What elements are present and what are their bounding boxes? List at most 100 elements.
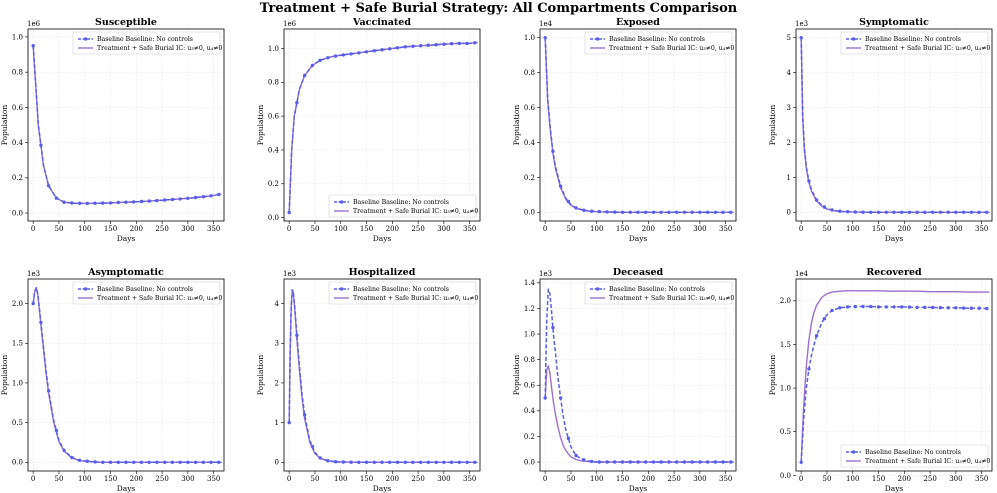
marker-baseline [85, 201, 90, 206]
legend-box [72, 281, 221, 305]
legend-box [72, 31, 221, 55]
y-tick-label: 0.8 [268, 79, 279, 87]
marker-baseline [582, 208, 586, 212]
marker-baseline [457, 41, 462, 46]
y-tick-label: 1.0 [524, 330, 535, 338]
y-tick-label: 2.0 [780, 297, 791, 305]
marker-baseline [613, 460, 617, 464]
y-tick-label: 1.0 [268, 45, 279, 53]
legend-label-treatment: Treatment + Safe Burial IC: u₃≠0, u₄≠0 [865, 45, 990, 52]
marker-baseline [923, 210, 927, 214]
marker-baseline [124, 200, 128, 204]
legend: Baseline Baseline: No controls Treatment … [328, 281, 478, 305]
marker-baseline [954, 210, 958, 214]
y-tick-label: 0.8 [524, 356, 535, 364]
marker-baseline [900, 210, 904, 214]
axis-multiplier: 1e4 [795, 270, 809, 278]
y-axis-label: Population [512, 355, 521, 396]
marker-baseline [186, 460, 190, 464]
marker-baseline [869, 210, 873, 214]
marker-baseline [954, 306, 958, 310]
marker-baseline [620, 460, 625, 464]
x-tick-label: 150 [104, 475, 117, 483]
marker-baseline [814, 334, 819, 338]
marker-baseline [861, 304, 865, 309]
legend: Baseline Baseline: No controls Treatment … [840, 31, 990, 55]
x-tick-label: 150 [360, 225, 373, 233]
x-tick-label: 250 [923, 225, 936, 233]
marker-baseline [838, 209, 842, 213]
x-axis-label: Days [885, 484, 904, 493]
panel-title: Susceptible [95, 17, 157, 28]
x-tick-label: 300 [693, 225, 706, 233]
marker-baseline [70, 201, 74, 205]
panel-title: Exposed [616, 17, 660, 28]
marker-baseline [636, 460, 640, 464]
axes-frame [27, 278, 225, 472]
marker-baseline [295, 100, 299, 105]
legend-label-treatment: Treatment + Safe Burial IC: u₃≠0, u₄≠0 [353, 295, 478, 302]
marker-baseline [705, 460, 710, 464]
legend-marker-baseline [83, 37, 88, 41]
x-tick-label: 350 [719, 225, 732, 233]
marker-baseline [209, 194, 213, 198]
marker-baseline [566, 436, 571, 441]
legend-label-baseline: Baseline Baseline: No controls [353, 199, 449, 206]
y-axis-label: Population [0, 105, 9, 146]
marker-baseline [675, 460, 679, 464]
x-tick-label: 100 [334, 475, 347, 483]
x-axis-label: Days [117, 484, 136, 493]
x-tick-label: 250 [923, 475, 936, 483]
legend-marker-baseline [595, 37, 600, 41]
axes-frame [283, 278, 481, 472]
x-tick-label: 50 [566, 225, 575, 233]
x-tick-label: 50 [310, 475, 319, 483]
marker-baseline [892, 210, 896, 214]
y-tick-label: 0.5 [780, 428, 791, 436]
marker-baseline [434, 43, 438, 47]
marker-baseline [380, 460, 384, 464]
marker-baseline [372, 49, 376, 53]
marker-baseline [915, 305, 919, 310]
marker-baseline [31, 44, 35, 48]
y-tick-label: 4 [275, 300, 280, 308]
marker-baseline [876, 210, 881, 214]
legend-label-baseline: Baseline Baseline: No controls [865, 449, 961, 456]
y-tick-label: 0.0 [524, 209, 535, 217]
legend-box [840, 444, 989, 468]
legend-marker-baseline [339, 200, 344, 204]
x-tick-label: 150 [872, 225, 885, 233]
marker-baseline [589, 459, 594, 464]
marker-baseline [46, 184, 51, 188]
legend-marker-baseline [595, 287, 600, 291]
marker-baseline [426, 460, 431, 464]
marker-baseline [403, 45, 407, 49]
x-tick-label: 100 [78, 475, 91, 483]
marker-baseline [667, 210, 671, 214]
marker-baseline [326, 459, 330, 463]
x-tick-label: 200 [898, 475, 911, 483]
panel-title: Hospitalized [349, 267, 416, 278]
marker-baseline [473, 41, 477, 45]
x-axis-label: Days [885, 234, 904, 243]
y-tick-label: 0.0 [12, 209, 23, 217]
legend-label-treatment: Treatment + Safe Burial IC: u₃≠0, u₄≠0 [865, 458, 990, 465]
x-tick-label: 0 [31, 475, 35, 483]
marker-baseline [659, 210, 663, 214]
y-tick-label: 1.0 [524, 34, 535, 42]
marker-baseline [566, 199, 571, 204]
marker-baseline [201, 195, 206, 199]
y-axis-label: Population [0, 355, 9, 396]
marker-baseline [93, 460, 97, 464]
x-tick-label: 250 [411, 475, 424, 483]
y-tick-label: 4 [787, 69, 792, 77]
marker-baseline [163, 198, 167, 202]
marker-baseline [101, 460, 105, 464]
x-tick-label: 100 [78, 225, 91, 233]
marker-baseline [690, 460, 694, 464]
y-axis-label: Population [256, 105, 265, 146]
marker-baseline [77, 458, 82, 462]
marker-baseline [442, 460, 446, 464]
marker-baseline [364, 460, 369, 464]
marker-baseline [310, 444, 315, 449]
